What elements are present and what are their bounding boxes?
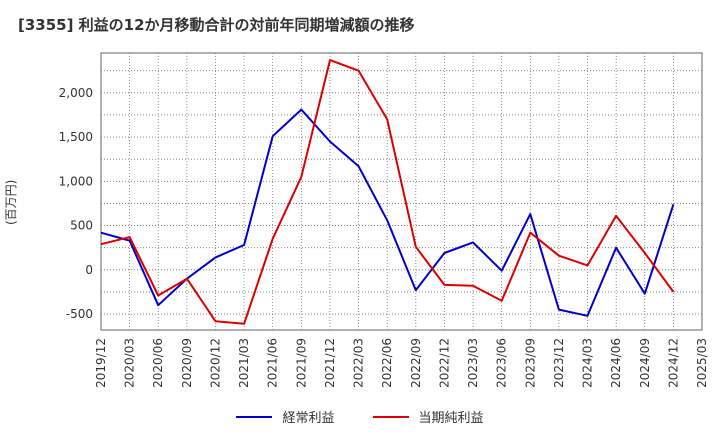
legend-item-ordinary-profit: 経常利益	[236, 407, 335, 426]
y-tick-label: 1,000	[59, 174, 93, 188]
x-tick-label: 2024/12	[666, 338, 680, 388]
x-tick-label: 2023/09	[523, 338, 537, 388]
x-tick-label: 2023/03	[466, 338, 480, 388]
x-tick-label: 2024/03	[581, 338, 595, 388]
legend-item-net-profit: 当期純利益	[372, 407, 484, 426]
legend-swatch-net-profit	[372, 415, 409, 418]
series-line-0	[100, 108, 675, 317]
x-tick-label: 2024/09	[638, 338, 652, 388]
x-tick-label: 2024/06	[609, 338, 623, 388]
x-tick-label: 2022/09	[409, 338, 423, 388]
x-tick-label: 2021/06	[266, 338, 280, 388]
x-tick-label: 2021/12	[323, 338, 337, 388]
x-tick-label: 2021/03	[237, 338, 251, 388]
x-tick-label: 2025/03	[695, 338, 709, 388]
legend: 経常利益 当期純利益	[0, 407, 720, 426]
x-tick-label: 2021/09	[294, 338, 308, 388]
x-tick-label: 2022/03	[352, 338, 366, 388]
y-tick-label: 2,000	[59, 86, 93, 100]
x-tick-label: 2020/12	[208, 338, 222, 388]
x-tick-label: 2022/06	[380, 338, 394, 388]
chart-title: [3355] 利益の12か月移動合計の対前年同期増減額の推移	[18, 16, 415, 34]
x-tick-label: 2020/06	[151, 338, 165, 388]
legend-swatch-ordinary-profit	[236, 415, 273, 418]
legend-label-net-profit: 当期純利益	[418, 411, 484, 426]
x-tick-label: 2020/03	[123, 338, 137, 388]
x-tick-label: 2023/12	[552, 338, 566, 388]
x-tick-label: 2023/06	[495, 338, 509, 388]
y-tick-label: 0	[85, 263, 93, 277]
y-tick-label: 500	[70, 219, 93, 233]
x-tick-label: 2022/12	[437, 338, 451, 388]
series-line-1	[100, 59, 675, 325]
plot-area	[100, 52, 703, 331]
y-tick-label: -500	[66, 307, 93, 321]
y-tick-label: 1,500	[59, 130, 93, 144]
x-tick-label: 2019/12	[94, 338, 108, 388]
legend-label-ordinary-profit: 経常利益	[282, 411, 335, 426]
x-tick-label: 2020/09	[180, 338, 194, 388]
